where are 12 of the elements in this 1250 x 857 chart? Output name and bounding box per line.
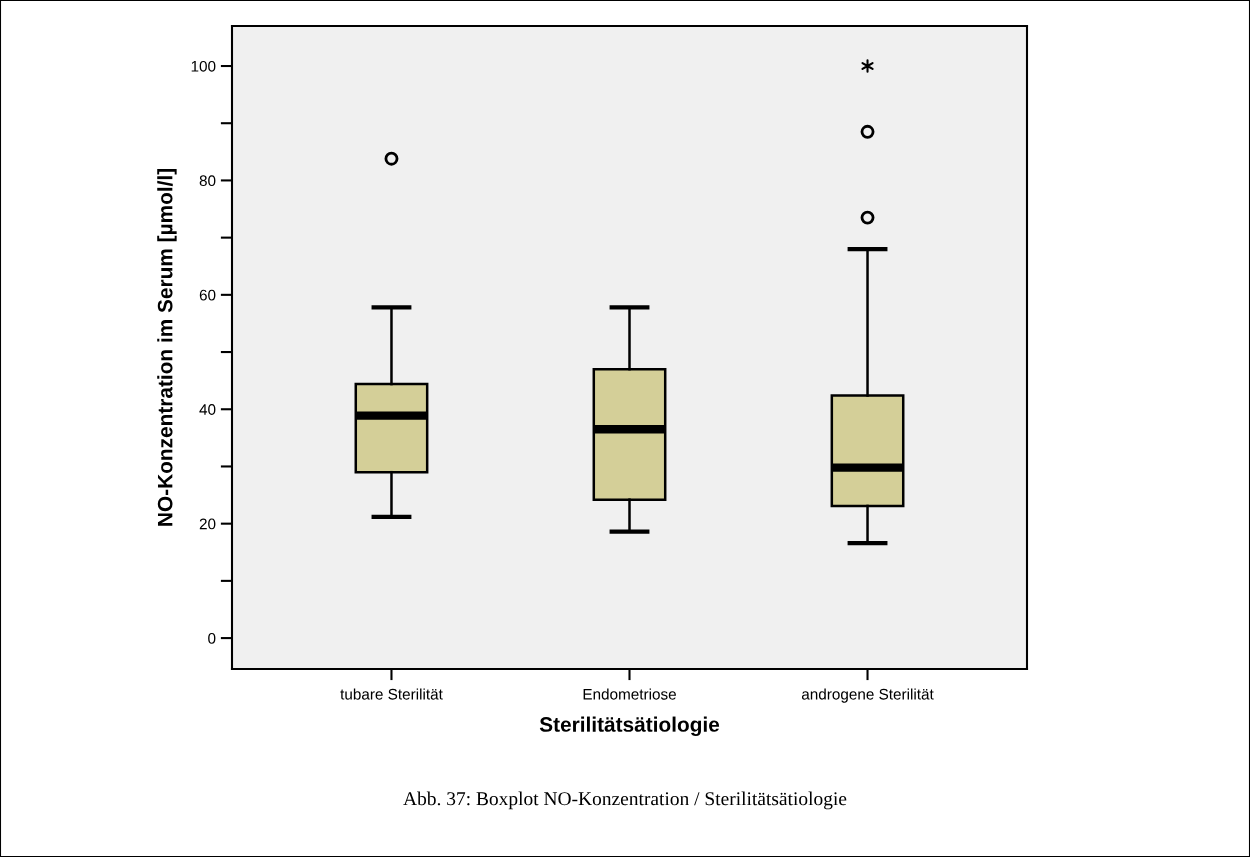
x-tick-label: androgene Sterilität bbox=[801, 688, 934, 703]
y-tick-label: 100 bbox=[191, 60, 216, 72]
y-tick-label: 40 bbox=[199, 404, 216, 415]
x-axis-title: Sterilitätsätiologie bbox=[539, 716, 720, 737]
x-tick-label: tubare Sterilität bbox=[340, 688, 443, 700]
caption: Abb. 37: Boxplot NO-Konzentration / Sterilitätsätiologie bbox=[403, 791, 847, 810]
y-tick-label: 0 bbox=[208, 632, 216, 644]
x-tick-label: Endometriose bbox=[583, 688, 676, 700]
y-tick-label: 20 bbox=[199, 518, 216, 530]
y-tick-label: 60 bbox=[199, 289, 216, 301]
y-axis-title: NO-Konzentration im Serum [µmol/l] bbox=[157, 169, 177, 526]
y-tick-label: 80 bbox=[199, 175, 216, 187]
